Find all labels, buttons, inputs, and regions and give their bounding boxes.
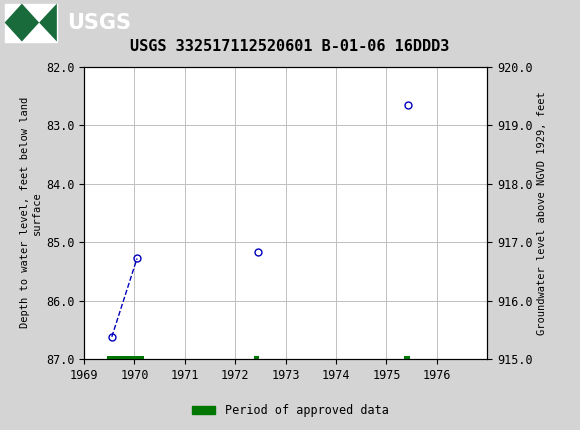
Polygon shape <box>5 3 57 42</box>
Text: USGS 332517112520601 B-01-06 16DDD3: USGS 332517112520601 B-01-06 16DDD3 <box>130 39 450 54</box>
Bar <box>107 356 144 362</box>
Legend: Period of approved data: Period of approved data <box>187 399 393 422</box>
Text: USGS: USGS <box>67 12 130 33</box>
Y-axis label: Depth to water level, feet below land
surface: Depth to water level, feet below land su… <box>20 97 42 329</box>
Bar <box>5 3 57 42</box>
Y-axis label: Groundwater level above NGVD 1929, feet: Groundwater level above NGVD 1929, feet <box>536 91 547 335</box>
Bar <box>255 356 259 362</box>
Bar <box>404 356 409 362</box>
